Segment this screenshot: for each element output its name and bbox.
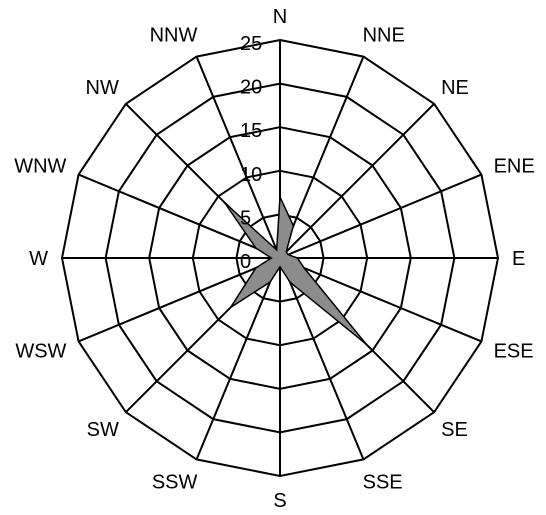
- radial-tick-label: 15: [240, 120, 262, 142]
- direction-label-sw: SW: [87, 419, 119, 441]
- spoke-nnw: [195, 56, 281, 259]
- direction-label-nw: NW: [86, 77, 119, 99]
- direction-label-w: W: [29, 248, 48, 270]
- radial-tick-label: 0: [240, 251, 251, 273]
- direction-label-wnw: WNW: [14, 155, 66, 177]
- direction-label-sse: SSE: [363, 472, 403, 494]
- direction-labels: N NNE NE ENE E ESE SE SSE S SSW SW WSW W WNW NW NNW: [14, 6, 534, 512]
- direction-label-wsw: WSW: [15, 341, 66, 363]
- spoke-nne: [279, 56, 365, 259]
- spoke-ese: [279, 257, 482, 343]
- radial-tick-labels: 0 5 10 15 20 25: [240, 33, 262, 273]
- direction-label-nne: NNE: [363, 24, 405, 46]
- spoke-sse: [279, 257, 365, 460]
- spoke-ne: [279, 103, 435, 259]
- spoke-wsw: [78, 257, 281, 343]
- spoke-wnw: [78, 173, 281, 259]
- direction-label-ese: ESE: [494, 341, 534, 363]
- radial-tick-label: 5: [240, 207, 251, 229]
- direction-label-se: SE: [441, 419, 468, 441]
- radial-tick-label: 20: [240, 77, 262, 99]
- direction-label-n: N: [273, 6, 287, 28]
- spoke-ssw: [195, 257, 281, 460]
- direction-label-e: E: [512, 248, 525, 270]
- spoke-ene: [279, 173, 482, 259]
- direction-label-nnw: NNW: [150, 24, 198, 46]
- direction-label-s: S: [273, 490, 286, 512]
- direction-label-ssw: SSW: [152, 472, 198, 494]
- radial-tick-label: 10: [240, 164, 262, 186]
- series-area-0: [223, 196, 367, 345]
- series-layer: [223, 196, 367, 345]
- radial-tick-label: 25: [240, 33, 262, 55]
- direction-label-ne: NE: [441, 77, 469, 99]
- direction-label-ene: ENE: [494, 155, 535, 177]
